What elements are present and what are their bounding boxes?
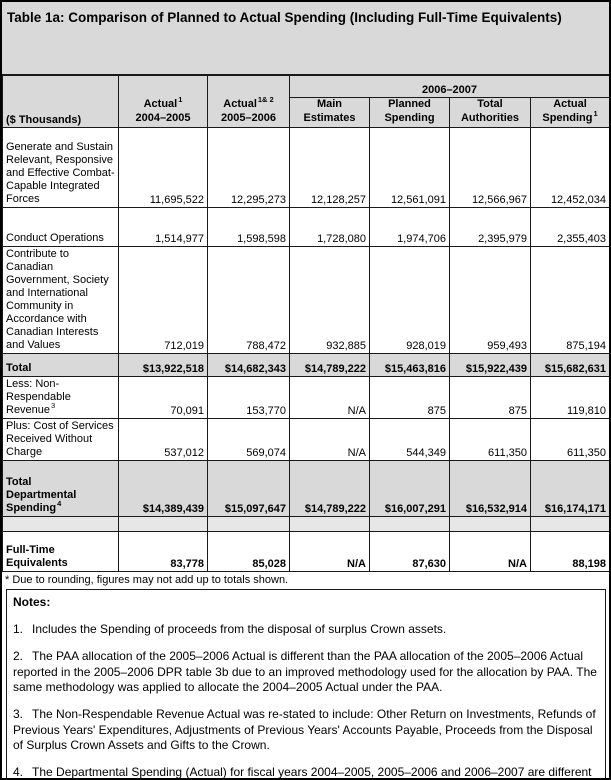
- spacer-cell: [530, 515, 609, 532]
- cell-value: $14,682,343: [207, 352, 290, 377]
- column-header-thousands: ($ Thousands): [2, 75, 119, 128]
- table-row-spacer: [2, 515, 609, 532]
- cell-value: 83,778: [118, 530, 208, 572]
- cell-value: N/A: [289, 417, 370, 461]
- cell-value: $14,389,439: [118, 459, 208, 517]
- cell-value: 88,198: [530, 530, 609, 572]
- table-row-generate-and-sustain: Generate and Sustain Relevant, Responsiv…: [2, 126, 609, 208]
- table-row-less-non-respendable-revenue: Less: Non- Respendable Revenue3 70,091 1…: [2, 375, 609, 419]
- cell-value: 12,295,273: [207, 126, 290, 208]
- cell-value: N/A: [289, 530, 370, 572]
- column-header-actual-2005-2006: Actual1& 2 2005–2006: [207, 75, 290, 128]
- row-label: Full-Time Equivalents: [2, 530, 119, 572]
- row-label: Plus: Cost of Services Received Without …: [2, 417, 119, 461]
- cell-value: 712,019: [118, 245, 208, 354]
- cell-value: 85,028: [207, 530, 290, 572]
- table-title: Table 1a: Comparison of Planned to Actua…: [2, 2, 609, 75]
- cell-value: 928,019: [369, 245, 450, 354]
- cell-value: $14,789,222: [289, 459, 370, 517]
- footnote-marker: 4: [57, 498, 62, 508]
- row-label: Total: [2, 352, 119, 377]
- rounding-footnote: * Due to rounding, figures may not add u…: [2, 571, 609, 589]
- cell-value: 87,630: [369, 530, 450, 572]
- spacer-cell: [207, 515, 290, 532]
- note-1: 1. Includes the Spending of proceeds from…: [13, 621, 447, 636]
- cell-value: 2,355,403: [530, 206, 609, 247]
- row-label: Total Departmental Spending4: [2, 459, 119, 517]
- cell-value: 537,012: [118, 417, 208, 461]
- cell-value: 153,770: [207, 375, 290, 419]
- footnote-marker: 1: [178, 95, 183, 105]
- cell-value: N/A: [289, 375, 370, 419]
- table-row-plus-cost-of-services: Plus: Cost of Services Received Without …: [2, 417, 609, 461]
- cell-value: 569,074: [207, 417, 290, 461]
- footnote-marker: 1: [593, 109, 598, 119]
- header-row-group: ($ Thousands) Actual1 2004–2005 Actual1&…: [2, 75, 609, 128]
- cell-value: 932,885: [289, 245, 370, 354]
- table-row-contribute: Contribute to Canadian Government, Socie…: [2, 245, 609, 354]
- note-2: 2. The PAA allocation of the 2005–2006 Ac…: [13, 649, 597, 694]
- cell-value: 611,350: [530, 417, 609, 461]
- cell-value: 70,091: [118, 375, 208, 419]
- column-header-label: ($ Thousands): [6, 113, 82, 126]
- footnote-marker: 3: [51, 400, 56, 410]
- cell-value: 1,728,080: [289, 206, 370, 247]
- spacer-cell: [118, 515, 208, 532]
- cell-value: 544,349: [369, 417, 450, 461]
- spending-table: ($ Thousands) Actual1 2004–2005 Actual1&…: [2, 75, 609, 572]
- spacer-cell: [449, 515, 531, 532]
- cell-value: 788,472: [207, 245, 290, 354]
- cell-value: $15,097,647: [207, 459, 290, 517]
- cell-value: 11,695,522: [118, 126, 208, 208]
- cell-value: 959,493: [449, 245, 531, 354]
- column-header-actual-2004-2005: Actual1 2004–2005: [118, 75, 208, 128]
- cell-value: $15,463,816: [369, 352, 450, 377]
- footnote-marker: 1& 2: [257, 95, 274, 105]
- cell-value: 12,561,091: [369, 126, 450, 208]
- spacer-cell: [289, 515, 370, 532]
- table-row-full-time-equivalents: Full-Time Equivalents 83,778 85,028 N/A …: [2, 530, 609, 572]
- table-row-conduct-operations: Conduct Operations 1,514,977 1,598,598 1…: [2, 206, 609, 247]
- cell-value: $15,682,631: [530, 352, 609, 377]
- cell-value: $16,174,171: [530, 459, 609, 517]
- row-label: Contribute to Canadian Government, Socie…: [2, 245, 119, 354]
- cell-value: 12,566,967: [449, 126, 531, 208]
- cell-value: $15,922,439: [449, 352, 531, 377]
- notes-heading: Notes:: [13, 594, 51, 609]
- note-4: 4. The Departmental Spending (Actual) for…: [13, 765, 592, 780]
- cell-value: 1,514,977: [118, 206, 208, 247]
- note-3: 3. The Non-Respendable Revenue Actual was…: [13, 707, 596, 753]
- cell-value: $13,922,518: [118, 352, 208, 377]
- table-row-total-departmental-spending: Total Departmental Spending4 $14,389,439…: [2, 459, 609, 517]
- spacer-cell: [2, 515, 119, 532]
- row-label: Less: Non- Respendable Revenue3: [2, 375, 119, 419]
- cell-value: 611,350: [449, 417, 531, 461]
- cell-value: 2,395,979: [449, 206, 531, 247]
- spacer-cell: [369, 515, 450, 532]
- cell-value: $14,789,222: [289, 352, 370, 377]
- header-row-columns: Main Estimates Planned Spending Total Au…: [3, 97, 609, 128]
- column-header-actual-spending: Actual Spending1: [530, 97, 609, 128]
- column-header-total-authorities: Total Authorities: [449, 97, 531, 128]
- cell-value: 875: [369, 375, 450, 419]
- cell-value: 1,974,706: [369, 206, 450, 247]
- cell-value: $16,007,291: [369, 459, 450, 517]
- cell-value: 875: [449, 375, 531, 419]
- table-row-total: Total $13,922,518 $14,682,343 $14,789,22…: [2, 352, 609, 377]
- cell-value: 12,128,257: [289, 126, 370, 208]
- column-header-main-estimates: Main Estimates: [289, 97, 370, 128]
- column-group-header-2006-2007: 2006–2007: [289, 75, 609, 98]
- cell-value: 1,598,598: [207, 206, 290, 247]
- cell-value: 875,194: [530, 245, 609, 354]
- cell-value: N/A: [449, 530, 531, 572]
- cell-value: 12,452,034: [530, 126, 609, 208]
- cell-value: $16,532,914: [449, 459, 531, 517]
- cell-value: 119,810: [530, 375, 609, 419]
- row-label: Conduct Operations: [2, 206, 119, 247]
- column-header-planned-spending: Planned Spending: [369, 97, 450, 128]
- notes-section: Notes: 1. Includes the Spending of procee…: [6, 588, 606, 780]
- row-label: Generate and Sustain Relevant, Responsiv…: [2, 126, 119, 208]
